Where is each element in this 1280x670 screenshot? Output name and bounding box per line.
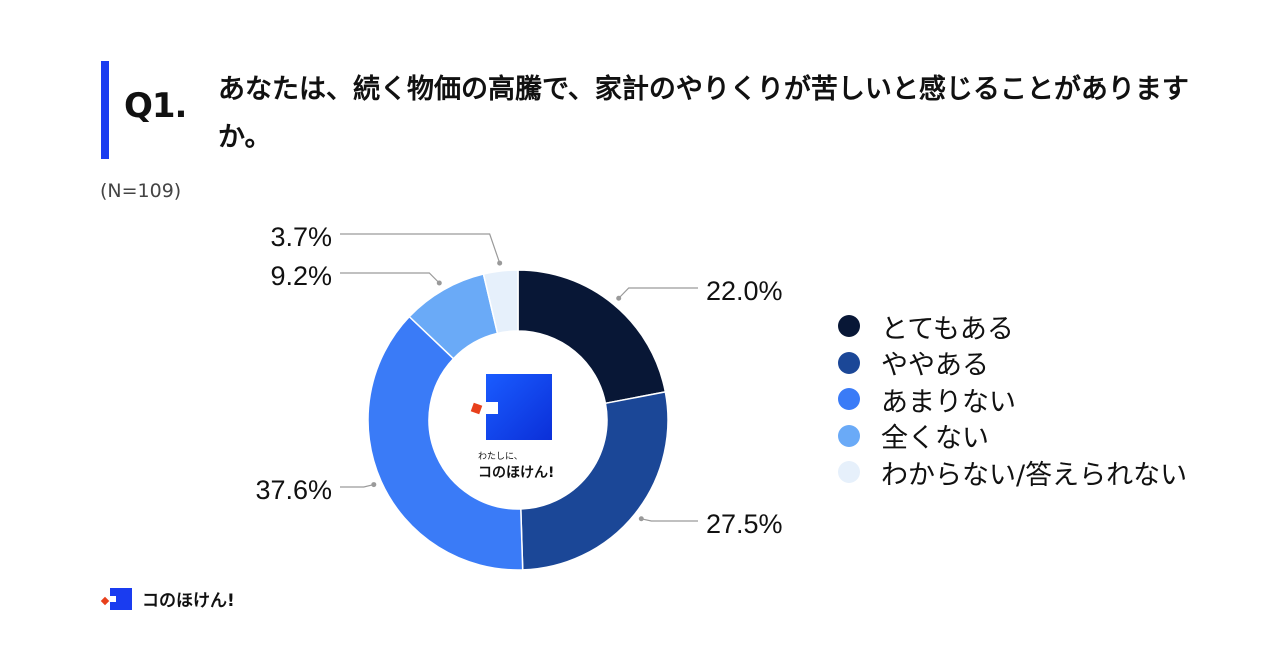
leader-line-わからない-答えられない [340, 233, 503, 266]
legend-item-全くない: 全くない [838, 418, 1187, 455]
legend-item-わからない-答えられない: わからない/答えられない [838, 454, 1187, 491]
legend-swatch-icon [838, 461, 860, 484]
legend-label: わからない/答えられない [881, 459, 1188, 491]
data-label-わからない-答えられない: 3.7% [270, 222, 332, 252]
brand-mark-icon [100, 587, 134, 610]
leader-line-ややある [638, 516, 698, 522]
legend-label: あまりない [881, 386, 1016, 418]
legend-label: とてもある [881, 313, 1014, 345]
legend-swatch-icon [838, 424, 860, 447]
center-brand-name: コのほけん! [478, 465, 555, 481]
legend-item-とてもある: とてもある [838, 308, 1187, 345]
legend-label: ややある [881, 350, 989, 382]
footer-brand-logo: コのほけん! [100, 586, 235, 611]
legend-item-あまりない: あまりない [838, 381, 1187, 418]
legend-swatch-icon [838, 351, 860, 374]
data-label-とてもある: 22.0% [706, 276, 783, 306]
data-label-ややある: 27.5% [706, 509, 783, 539]
data-label-あまりない: 37.6% [255, 475, 332, 505]
leader-line-とてもある [616, 287, 698, 301]
sample-size: (N=109) [100, 180, 182, 202]
legend-swatch-icon [838, 315, 860, 338]
chart-legend: とてもあるややあるあまりない全くないわからない/答えられない [838, 308, 1187, 491]
center-brand-logo: わたしに、 コのほけん! [468, 374, 558, 484]
leader-line-あまりない [340, 482, 377, 488]
legend-item-ややある: ややある [838, 345, 1187, 382]
footer-brand-name: コのほけん! [142, 591, 235, 611]
question-title: あなたは、続く物価の高騰で、家計のやりくりが苦しいと感じることがありますか。 [218, 74, 1189, 153]
leader-line-全くない [340, 272, 442, 286]
legend-label: 全くない [881, 423, 989, 455]
data-label-全くない: 9.2% [270, 261, 332, 291]
title-accent-bar [101, 61, 109, 159]
legend-swatch-icon [838, 388, 860, 411]
brand-red-mark-icon [470, 402, 483, 415]
center-brand-tagline: わたしに、 [478, 452, 523, 462]
question-number: Q1. [124, 86, 187, 126]
